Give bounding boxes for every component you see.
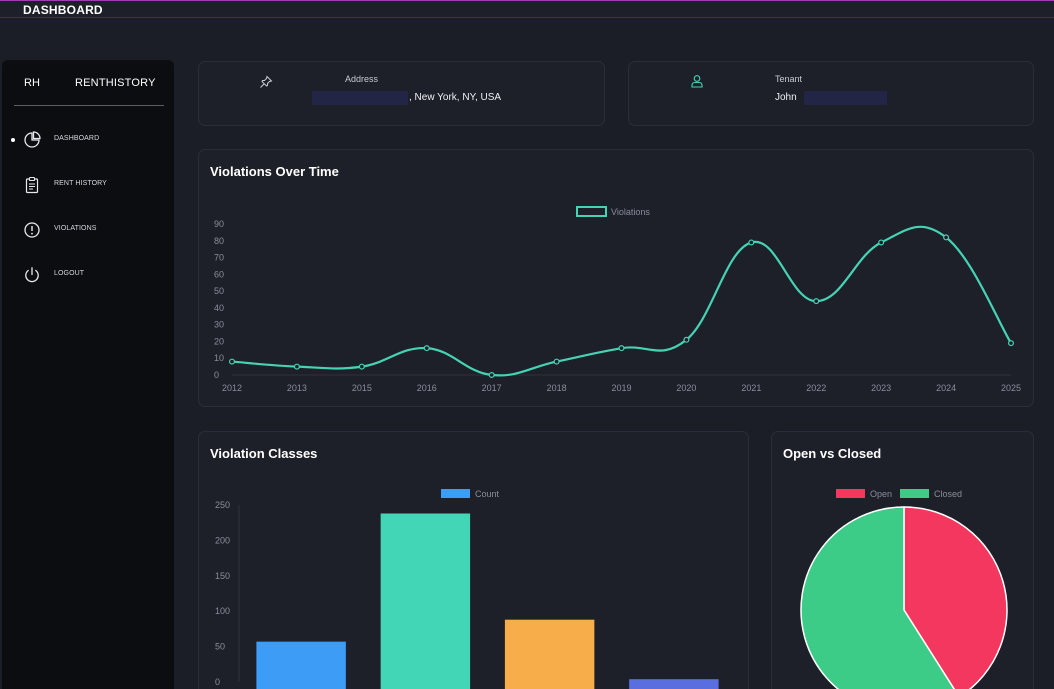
- y-tick-label: 50: [215, 642, 225, 652]
- x-tick-label: 2023: [871, 383, 891, 393]
- sidebar-item-label: RENT HISTORY: [54, 180, 107, 187]
- bar-chart-title: Violation Classes: [210, 446, 318, 461]
- line-chart-title: Violations Over Time: [210, 164, 339, 179]
- open-vs-closed-card: Open vs Closed Open Closed: [771, 431, 1034, 689]
- data-point: [1007, 340, 1014, 347]
- data-point: [618, 345, 625, 352]
- alert-circle-icon: [24, 222, 40, 238]
- page-title: DASHBOARD: [23, 3, 103, 17]
- y-tick-label: 80: [214, 236, 224, 246]
- address-card: Address , New York, NY, USA: [198, 61, 605, 126]
- data-point: [423, 345, 430, 352]
- data-point: [748, 239, 755, 246]
- legend-label-violations: Violations: [611, 207, 650, 217]
- data-point: [813, 298, 820, 305]
- sidebar-item-label: DASHBOARD: [54, 135, 100, 142]
- line-chart: Violations 0 10 20 30 40 50 60 70 80 90 2012 2013 201…: [214, 206, 1021, 393]
- brand-short: RH: [24, 77, 40, 89]
- data-point: [488, 372, 495, 379]
- bar-c: [504, 619, 595, 689]
- y-tick-label: 60: [214, 269, 224, 279]
- pie-slice-closed: [800, 506, 956, 689]
- clipboard-icon: [25, 176, 39, 194]
- data-point: [293, 363, 300, 370]
- y-tick-label: 0: [214, 370, 219, 380]
- violation-classes-card: Violation Classes Count 0 50 100 150 200 250: [198, 431, 749, 689]
- data-point: [683, 336, 690, 343]
- y-tick-label: 250: [215, 500, 230, 510]
- data-point: [358, 363, 365, 370]
- bar-a: [256, 641, 346, 689]
- address-label: Address: [345, 74, 379, 84]
- x-tick-label: 2013: [287, 383, 307, 393]
- sidebar: RH RENTHISTORY DASHBOARD RENT HISTORY VI…: [2, 60, 174, 689]
- legend-swatch-count: [441, 489, 470, 498]
- y-tick-label: 90: [214, 219, 224, 229]
- bar-b: [380, 513, 471, 689]
- legend-swatch-open: [836, 489, 865, 498]
- active-indicator: [11, 138, 15, 142]
- sidebar-item-logout[interactable]: LOGOUT: [2, 260, 174, 290]
- x-tick-label: 2015: [352, 383, 372, 393]
- bar-i: [629, 679, 719, 689]
- data-point: [878, 239, 885, 246]
- top-bar: DASHBOARD: [0, 0, 1054, 18]
- x-tick-label: 2017: [482, 383, 502, 393]
- tenant-card: Tenant John: [628, 61, 1034, 126]
- address-value: , New York, NY, USA: [409, 92, 502, 103]
- x-tick-label: 2021: [741, 383, 761, 393]
- tenant-redaction: [804, 91, 887, 105]
- x-tick-label: 2025: [1001, 383, 1021, 393]
- y-tick-label: 20: [214, 336, 224, 346]
- pie-chart: Open Closed: [800, 489, 1008, 689]
- legend-label-closed: Closed: [934, 489, 962, 499]
- violations-over-time-card: Violations Over Time Violations 0 10 20 30 40…: [198, 149, 1034, 407]
- y-tick-label: 200: [215, 535, 230, 545]
- sidebar-item-violations[interactable]: VIOLATIONS: [2, 215, 174, 245]
- user-icon: [691, 75, 703, 88]
- y-tick-label: 10: [214, 353, 224, 363]
- y-tick-label: 40: [214, 303, 224, 313]
- y-tick-label: 70: [214, 253, 224, 263]
- y-tick-label: 150: [215, 571, 230, 581]
- x-tick-label: 2022: [806, 383, 826, 393]
- legend-label-count: Count: [475, 489, 500, 499]
- sidebar-item-rent-history[interactable]: RENT HISTORY: [2, 170, 174, 200]
- legend-label-open: Open: [870, 489, 892, 499]
- series-line-violations: [231, 225, 1012, 377]
- brand-divider: [14, 105, 164, 106]
- sidebar-item-label: VIOLATIONS: [54, 225, 97, 232]
- tenant-value: John: [775, 92, 797, 103]
- brand[interactable]: RH RENTHISTORY: [2, 60, 174, 108]
- bar-chart: Count 0 50 100 150 200 250: [215, 489, 719, 689]
- x-tick-label: 2016: [417, 383, 437, 393]
- pie-chart-icon: [24, 131, 41, 148]
- y-tick-label: 30: [214, 320, 224, 330]
- pie-slice-open: [903, 506, 1008, 689]
- x-tick-label: 2018: [547, 383, 567, 393]
- brand-name: RENTHISTORY: [75, 77, 156, 89]
- pin-icon: [260, 75, 273, 88]
- sidebar-item-label: LOGOUT: [54, 270, 85, 277]
- legend-swatch-closed: [900, 489, 929, 498]
- y-tick-label: 0: [215, 677, 220, 687]
- power-icon: [25, 267, 39, 283]
- address-redaction: [312, 91, 408, 105]
- x-tick-label: 2019: [611, 383, 631, 393]
- x-tick-label: 2012: [222, 383, 242, 393]
- y-tick-label: 50: [214, 286, 224, 296]
- pie-chart-title: Open vs Closed: [783, 446, 882, 461]
- sidebar-item-dashboard[interactable]: DASHBOARD: [2, 125, 174, 155]
- data-point: [553, 358, 560, 365]
- data-point: [229, 358, 236, 365]
- data-point: [943, 234, 950, 241]
- tenant-label: Tenant: [775, 74, 803, 84]
- legend-swatch-violations: [576, 206, 607, 217]
- y-tick-label: 100: [215, 606, 230, 616]
- x-tick-label: 2020: [676, 383, 696, 393]
- x-tick-label: 2024: [936, 383, 956, 393]
